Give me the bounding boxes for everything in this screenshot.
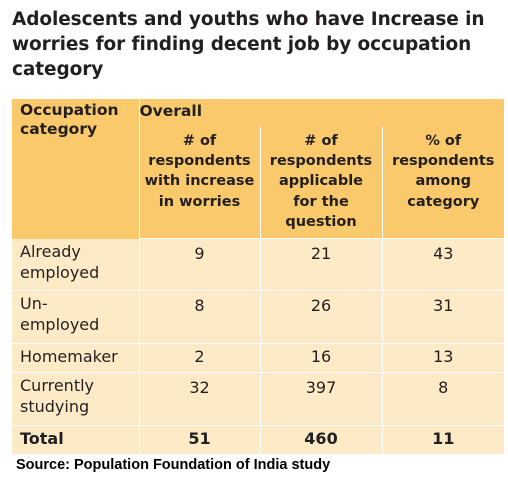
header-text: applicable bbox=[278, 173, 364, 190]
total-cell: 11 bbox=[382, 425, 505, 454]
row-label-line: Currently bbox=[20, 376, 95, 396]
table-cell: 8 bbox=[139, 290, 261, 344]
total-cell: 460 bbox=[260, 425, 383, 454]
row-label-line: employed bbox=[20, 315, 100, 335]
header-text: category bbox=[407, 193, 480, 210]
title-line: worries for finding decent job by occupa… bbox=[12, 34, 472, 55]
header-text: respondents bbox=[269, 152, 373, 169]
category-column-header: Occupation category bbox=[12, 99, 140, 239]
header-text: respondents bbox=[148, 152, 251, 169]
table-cell: 8 bbox=[382, 372, 505, 426]
table-cell: 397 bbox=[260, 372, 383, 426]
table-cell: 21 bbox=[260, 238, 383, 292]
table-cell: 9 bbox=[139, 238, 261, 292]
column-header-increase: # of respondents with increase in worrie… bbox=[139, 126, 261, 240]
header-text: Occupation bbox=[20, 101, 119, 119]
title-line: Adolescents and youths who have Increase… bbox=[12, 9, 485, 30]
table-row: Homemaker 2 16 13 bbox=[12, 343, 505, 374]
header-text: among bbox=[415, 173, 472, 190]
title-line: category bbox=[12, 59, 104, 80]
table-cell: 2 bbox=[139, 343, 261, 374]
header-text: # of bbox=[182, 132, 217, 149]
row-label-line: studying bbox=[20, 397, 90, 417]
table-cell: 26 bbox=[260, 290, 383, 344]
overall-group-header: Overall bbox=[139, 99, 505, 127]
header-row: Occupation category Overall bbox=[12, 99, 505, 239]
header-text: category bbox=[20, 120, 98, 138]
header-text: in worries bbox=[158, 193, 241, 210]
table-row: Un- employed 8 26 31 bbox=[12, 290, 505, 344]
row-label-line: employed bbox=[20, 262, 100, 282]
chart-title: Adolescents and youths who have Increase… bbox=[12, 7, 500, 82]
total-label: Total bbox=[12, 425, 140, 454]
header-text: question bbox=[285, 213, 357, 230]
row-label-line: Un- bbox=[20, 294, 48, 314]
table-row: Currently studying 32 397 8 bbox=[12, 372, 505, 426]
source-note: Source: Population Foundation of India s… bbox=[16, 457, 331, 473]
header-text: with increase bbox=[144, 173, 255, 190]
table-cell: 31 bbox=[382, 290, 505, 344]
total-row: Total 51 460 11 bbox=[12, 425, 505, 454]
data-table: Occupation category Overall # of respond… bbox=[12, 99, 505, 454]
table-row: Already employed 9 21 43 bbox=[12, 238, 505, 292]
column-header-applicable: # of respondents applicable for the ques… bbox=[260, 126, 383, 240]
header-text: # of bbox=[304, 132, 338, 149]
row-label: Currently studying bbox=[12, 372, 140, 426]
header-text: for the bbox=[293, 193, 349, 210]
table-cell: 16 bbox=[260, 343, 383, 374]
row-label-line: Homemaker bbox=[20, 346, 118, 366]
row-label: Un- employed bbox=[12, 290, 140, 344]
table-cell: 32 bbox=[139, 372, 261, 426]
table-cell: 13 bbox=[382, 343, 505, 374]
header-text: respondents bbox=[392, 152, 495, 169]
header-row: # of respondents with increase in worrie… bbox=[12, 126, 505, 240]
column-header-percent: % of respondents among category bbox=[382, 126, 505, 240]
table-cell: 43 bbox=[382, 238, 505, 292]
row-label: Already employed bbox=[12, 238, 140, 292]
header-text: % of bbox=[425, 132, 462, 149]
total-cell: 51 bbox=[139, 425, 261, 454]
row-label-line: Already bbox=[20, 241, 81, 261]
row-label: Homemaker bbox=[12, 343, 140, 374]
